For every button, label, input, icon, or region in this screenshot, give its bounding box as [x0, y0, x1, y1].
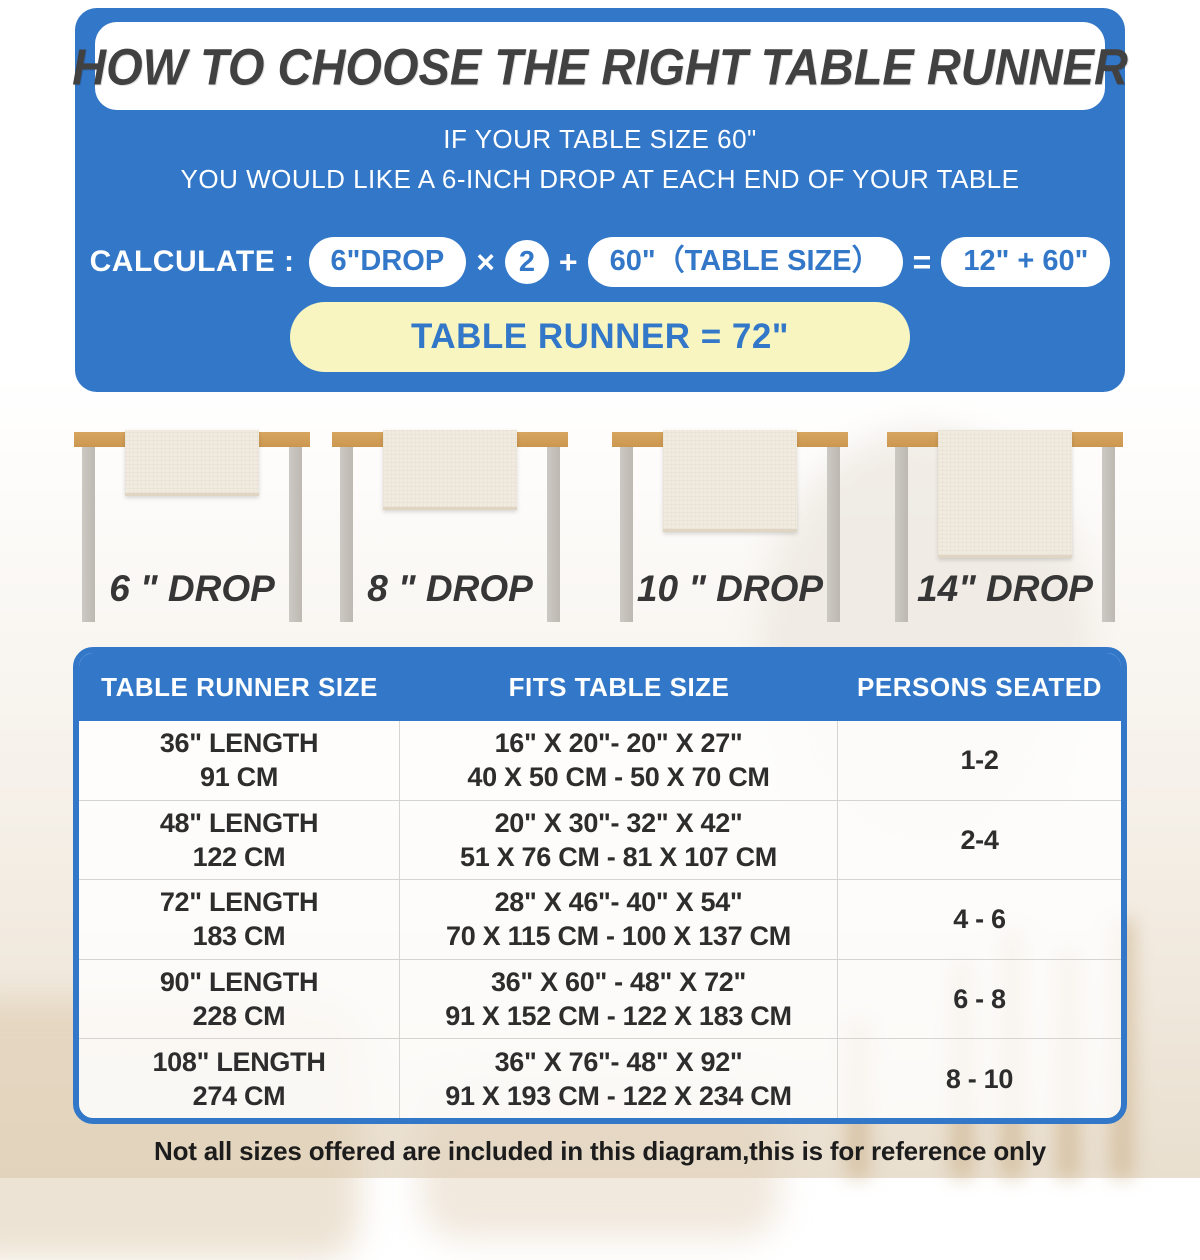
column-header-runner-size: TABLE RUNNER SIZE: [101, 671, 378, 702]
table-header-row: TABLE RUNNER SIZE FITS TABLE SIZE PERSON…: [79, 653, 1121, 721]
column-header-persons-seated: PERSONS SEATED: [857, 671, 1102, 702]
table-size-pill: 60"（TABLE SIZE）: [587, 237, 903, 287]
table-runner-cloth: [938, 430, 1072, 558]
runner-size-inches: 36" LENGTH: [159, 728, 319, 759]
fits-size-inches: 16" X 20"- 20" X 27": [494, 728, 743, 759]
fits-size-cell: 28" X 46"- 40" X 54" 70 X 115 CM - 100 X…: [400, 880, 838, 959]
runner-size-cell: 72" LENGTH 183 CM: [79, 880, 400, 959]
table-leg: [340, 447, 353, 622]
runner-size-cm: 274 CM: [192, 1080, 286, 1111]
sum-pill: 12" + 60": [941, 237, 1111, 287]
runner-size-inches: 90" LENGTH: [159, 967, 319, 998]
runner-result-text: TABLE RUNNER = 72": [411, 317, 789, 356]
runner-size-cm: 183 CM: [192, 921, 286, 952]
persons-seated-cell: 2-4: [838, 801, 1121, 880]
persons-seated-value: 1-2: [960, 745, 999, 776]
drop-illustrations: 6 " DROP 8 " DROP 10 " DROP 14" DROP: [74, 430, 1123, 625]
fits-size-cm: 40 X 50 CM - 50 X 70 CM: [467, 762, 770, 793]
runner-result-pill: TABLE RUNNER = 72": [290, 302, 910, 372]
drop-value-pill: 6"DROP: [308, 237, 467, 287]
runner-size-cm: 228 CM: [192, 1001, 286, 1032]
equals-sign: =: [912, 243, 932, 280]
runner-size-inches: 108" LENGTH: [152, 1046, 326, 1077]
subtitle-line-2: YOU WOULD LIKE A 6-INCH DROP AT EACH END…: [180, 164, 1020, 194]
times-sign: ×: [476, 243, 495, 280]
persons-seated-value: 4 - 6: [953, 904, 1006, 935]
drop-figure-8in: 8 " DROP: [332, 430, 568, 625]
persons-seated-cell: 4 - 6: [838, 880, 1121, 959]
drop-figure-6in: 6 " DROP: [74, 430, 310, 625]
persons-seated-value: 8 - 10: [945, 1063, 1014, 1094]
persons-seated-cell: 8 - 10: [838, 1039, 1121, 1118]
table-leg: [547, 447, 560, 622]
runner-size-cm: 91 CM: [199, 762, 279, 793]
plus-sign: +: [558, 243, 578, 280]
runner-size-cell: 48" LENGTH 122 CM: [79, 800, 400, 880]
persons-seated-cell: 1-2: [838, 721, 1121, 800]
subtitle-block: IF YOUR TABLE SIZE 60" YOU WOULD LIKE A …: [75, 124, 1125, 195]
fits-size-inches: 20" X 30"- 32" X 42": [494, 807, 743, 838]
fits-size-inches: 36" X 60" - 48" X 72": [490, 967, 747, 998]
table-runner-cloth: [383, 430, 517, 510]
fits-size-cell: 36" X 60" - 48" X 72" 91 X 152 CM - 122 …: [400, 959, 838, 1039]
drop-label: 14" DROP: [917, 568, 1093, 609]
column-header-fits-table-size: FITS TABLE SIZE: [508, 671, 730, 702]
runner-size-cell: 36" LENGTH 91 CM: [79, 721, 400, 800]
disclaimer-note: Not all sizes offered are included in th…: [154, 1136, 1046, 1166]
drop-figure-14in: 14" DROP: [887, 430, 1123, 625]
table-body: 36" LENGTH 91 CM 16" X 20"- 20" X 27" 40…: [79, 721, 1121, 1118]
calculate-label: CALCULATE :: [89, 245, 295, 278]
table-row: 36" LENGTH 91 CM 16" X 20"- 20" X 27" 40…: [79, 721, 1121, 800]
persons-seated-value: 6 - 8: [953, 984, 1006, 1015]
persons-seated-value: 2-4: [960, 824, 999, 855]
table-runner-cloth: [663, 430, 797, 532]
hero-panel: HOW TO CHOOSE THE RIGHT TABLE RUNNER IF …: [72, 8, 1128, 392]
fits-size-inches: 36" X 76"- 48" X 92": [494, 1046, 743, 1077]
table-row: 108" LENGTH 274 CM 36" X 76"- 48" X 92" …: [79, 1038, 1121, 1118]
subtitle-line-1: IF YOUR TABLE SIZE 60": [443, 124, 757, 154]
drop-label: 8 " DROP: [367, 568, 533, 609]
table-row: 72" LENGTH 183 CM 28" X 46"- 40" X 54" 7…: [79, 879, 1121, 959]
fits-size-inches: 28" X 46"- 40" X 54": [494, 887, 743, 918]
table-leg: [1102, 447, 1115, 622]
fits-size-cell: 20" X 30"- 32" X 42" 51 X 76 CM - 81 X 1…: [400, 800, 838, 880]
runner-size-cell: 90" LENGTH 228 CM: [79, 959, 400, 1039]
table-row: 90" LENGTH 228 CM 36" X 60" - 48" X 72" …: [79, 958, 1121, 1039]
table-leg: [620, 447, 633, 622]
runner-size-cm: 122 CM: [192, 841, 286, 872]
drop-label: 10 " DROP: [636, 568, 824, 609]
table-leg: [827, 447, 840, 622]
runner-size-inches: 72" LENGTH: [159, 887, 319, 918]
table-leg: [82, 447, 95, 622]
runner-size-inches: 48" LENGTH: [159, 807, 319, 838]
fits-size-cm: 91 X 152 CM - 122 X 183 CM: [445, 1001, 792, 1032]
fits-size-cm: 91 X 193 CM - 122 X 234 CM: [445, 1080, 792, 1111]
table-leg: [895, 447, 908, 622]
size-reference-table: TABLE RUNNER SIZE FITS TABLE SIZE PERSON…: [73, 647, 1127, 1124]
table-runner-cloth: [125, 430, 259, 496]
page-title: HOW TO CHOOSE THE RIGHT TABLE RUNNER: [72, 37, 1128, 95]
drop-label: 6 " DROP: [109, 568, 275, 609]
multiplier-circle: 2: [504, 240, 549, 284]
table-row: 48" LENGTH 122 CM 20" X 30"- 32" X 42" 5…: [79, 799, 1121, 880]
table-leg: [289, 447, 302, 622]
fits-size-cm: 70 X 115 CM - 100 X 137 CM: [446, 921, 791, 952]
drop-figure-10in: 10 " DROP: [612, 430, 848, 625]
fits-size-cell: 36" X 76"- 48" X 92" 91 X 193 CM - 122 X…: [400, 1039, 838, 1118]
fits-size-cm: 51 X 76 CM - 81 X 107 CM: [460, 841, 777, 872]
fits-size-cell: 16" X 20"- 20" X 27" 40 X 50 CM - 50 X 7…: [400, 721, 838, 800]
runner-size-cell: 108" LENGTH 274 CM: [79, 1039, 400, 1118]
calculation-row: CALCULATE : 6"DROP × 2 + 60"（TABLE SIZE）…: [75, 234, 1125, 290]
title-banner: HOW TO CHOOSE THE RIGHT TABLE RUNNER: [72, 22, 1128, 110]
persons-seated-cell: 6 - 8: [838, 960, 1121, 1039]
